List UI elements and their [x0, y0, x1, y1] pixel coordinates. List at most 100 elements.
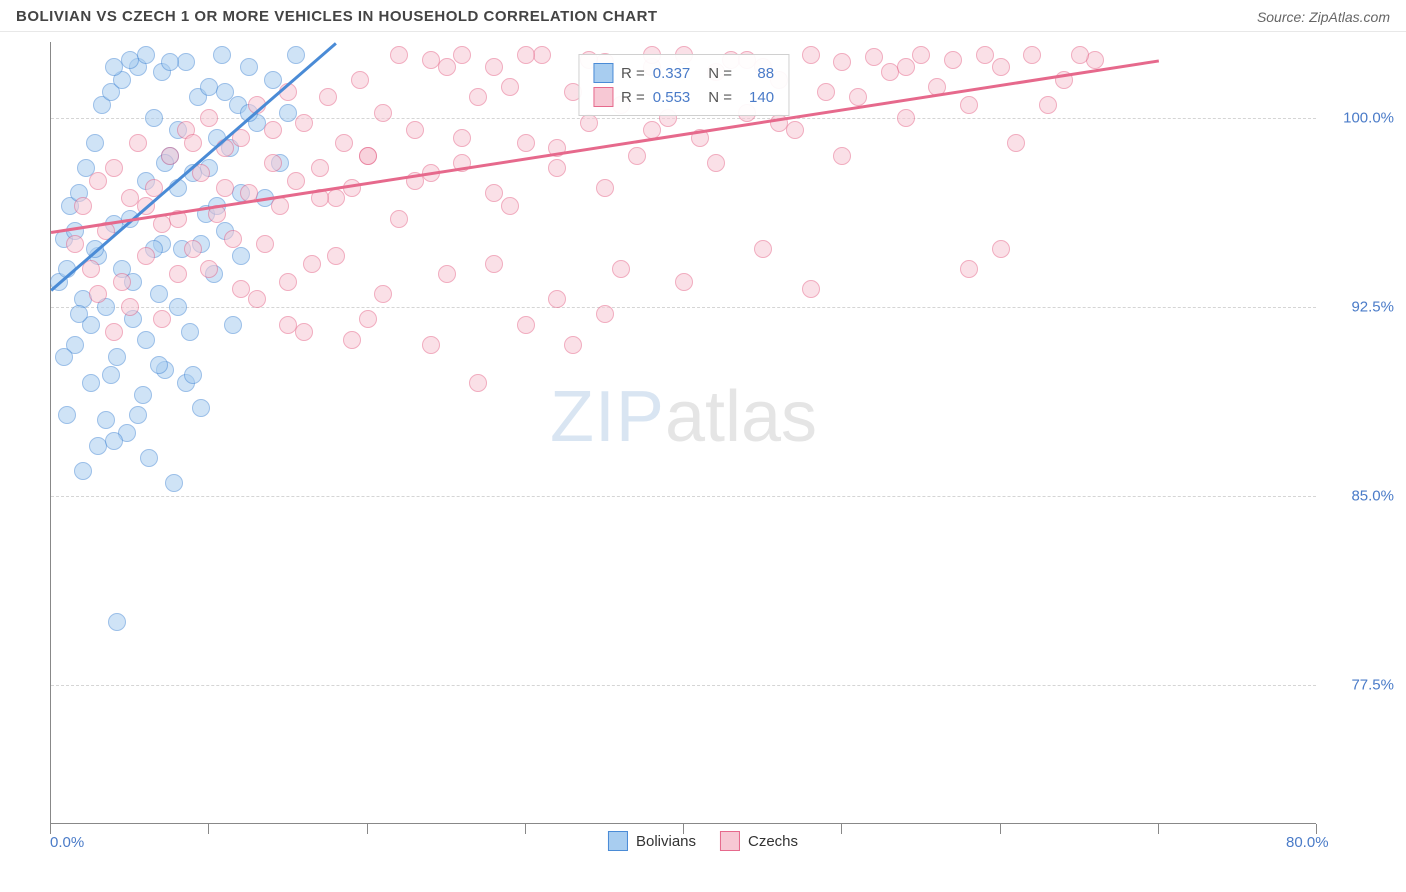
- data-point: [406, 121, 424, 139]
- chart-title: BOLIVIAN VS CZECH 1 OR MORE VEHICLES IN …: [16, 8, 658, 25]
- data-point: [184, 240, 202, 258]
- stat-n-label: N =: [708, 65, 732, 82]
- data-point: [55, 348, 73, 366]
- stats-legend: R = 0.337N = 88R = 0.553N = 140: [578, 54, 789, 116]
- data-point: [485, 184, 503, 202]
- stats-legend-row: R = 0.337N = 88: [593, 61, 774, 85]
- data-point: [374, 104, 392, 122]
- data-point: [501, 78, 519, 96]
- data-point: [960, 96, 978, 114]
- data-point: [150, 285, 168, 303]
- data-point: [564, 336, 582, 354]
- data-point: [271, 197, 289, 215]
- series-legend-item: Bolivians: [608, 831, 696, 851]
- data-point: [89, 172, 107, 190]
- legend-swatch: [720, 831, 740, 851]
- data-point: [129, 134, 147, 152]
- x-tick: [841, 824, 842, 834]
- plot-area: ZIPatlas R = 0.337N = 88R = 0.553N = 140: [50, 42, 1316, 824]
- data-point: [335, 134, 353, 152]
- data-point: [786, 121, 804, 139]
- y-tick-label: 77.5%: [1351, 677, 1394, 694]
- data-point: [264, 121, 282, 139]
- data-point: [137, 247, 155, 265]
- stat-n-value: 88: [740, 65, 774, 82]
- data-point: [287, 46, 305, 64]
- data-point: [216, 179, 234, 197]
- data-point: [390, 46, 408, 64]
- data-point: [675, 273, 693, 291]
- data-point: [912, 46, 930, 64]
- data-point: [105, 432, 123, 450]
- data-point: [390, 210, 408, 228]
- data-point: [517, 46, 535, 64]
- watermark-zip: ZIP: [550, 377, 665, 457]
- legend-swatch: [593, 87, 613, 107]
- series-legend-item: Czechs: [720, 831, 798, 851]
- x-tick: [1316, 824, 1317, 834]
- data-point: [232, 247, 250, 265]
- data-point: [327, 247, 345, 265]
- data-point: [469, 88, 487, 106]
- data-point: [145, 109, 163, 127]
- data-point: [184, 366, 202, 384]
- grid-line: [51, 307, 1316, 308]
- data-point: [102, 366, 120, 384]
- x-tick: [367, 824, 368, 834]
- x-tick: [1000, 824, 1001, 834]
- data-point: [192, 399, 210, 417]
- data-point: [374, 285, 392, 303]
- data-point: [485, 255, 503, 273]
- data-point: [438, 58, 456, 76]
- data-point: [169, 265, 187, 283]
- data-point: [113, 273, 131, 291]
- data-point: [1086, 51, 1104, 69]
- data-point: [580, 114, 598, 132]
- data-point: [137, 46, 155, 64]
- data-point: [1071, 46, 1089, 64]
- data-point: [438, 265, 456, 283]
- data-point: [628, 147, 646, 165]
- stats-legend-row: R = 0.553N = 140: [593, 85, 774, 109]
- stat-n-value: 140: [740, 89, 774, 106]
- stat-r-label: R =: [621, 65, 645, 82]
- data-point: [359, 147, 377, 165]
- data-point: [161, 147, 179, 165]
- y-tick-label: 85.0%: [1351, 488, 1394, 505]
- y-tick-label: 92.5%: [1351, 298, 1394, 315]
- stat-r-value: 0.553: [653, 89, 691, 106]
- data-point: [264, 154, 282, 172]
- data-point: [992, 58, 1010, 76]
- data-point: [327, 189, 345, 207]
- data-point: [422, 336, 440, 354]
- data-point: [817, 83, 835, 101]
- data-point: [108, 348, 126, 366]
- data-point: [833, 147, 851, 165]
- data-point: [153, 310, 171, 328]
- chart-container: 1 or more Vehicles in Household ZIPatlas…: [0, 32, 1406, 879]
- data-point: [165, 474, 183, 492]
- series-legend: Bolivians Czechs: [608, 831, 798, 851]
- data-point: [161, 53, 179, 71]
- x-tick-label: 80.0%: [1286, 834, 1329, 851]
- data-point: [150, 356, 168, 374]
- data-point: [74, 462, 92, 480]
- data-point: [248, 290, 266, 308]
- y-axis-label: 1 or more Vehicles in Household: [0, 161, 3, 363]
- data-point: [295, 114, 313, 132]
- data-point: [66, 235, 84, 253]
- data-point: [485, 58, 503, 76]
- data-point: [944, 51, 962, 69]
- data-point: [200, 109, 218, 127]
- data-point: [89, 285, 107, 303]
- data-point: [533, 46, 551, 64]
- data-point: [295, 323, 313, 341]
- watermark: ZIPatlas: [550, 376, 817, 458]
- data-point: [224, 316, 242, 334]
- source-label: Source: ZipAtlas.com: [1257, 9, 1390, 25]
- data-point: [343, 179, 361, 197]
- data-point: [517, 134, 535, 152]
- data-point: [311, 159, 329, 177]
- data-point: [279, 316, 297, 334]
- legend-swatch: [593, 63, 613, 83]
